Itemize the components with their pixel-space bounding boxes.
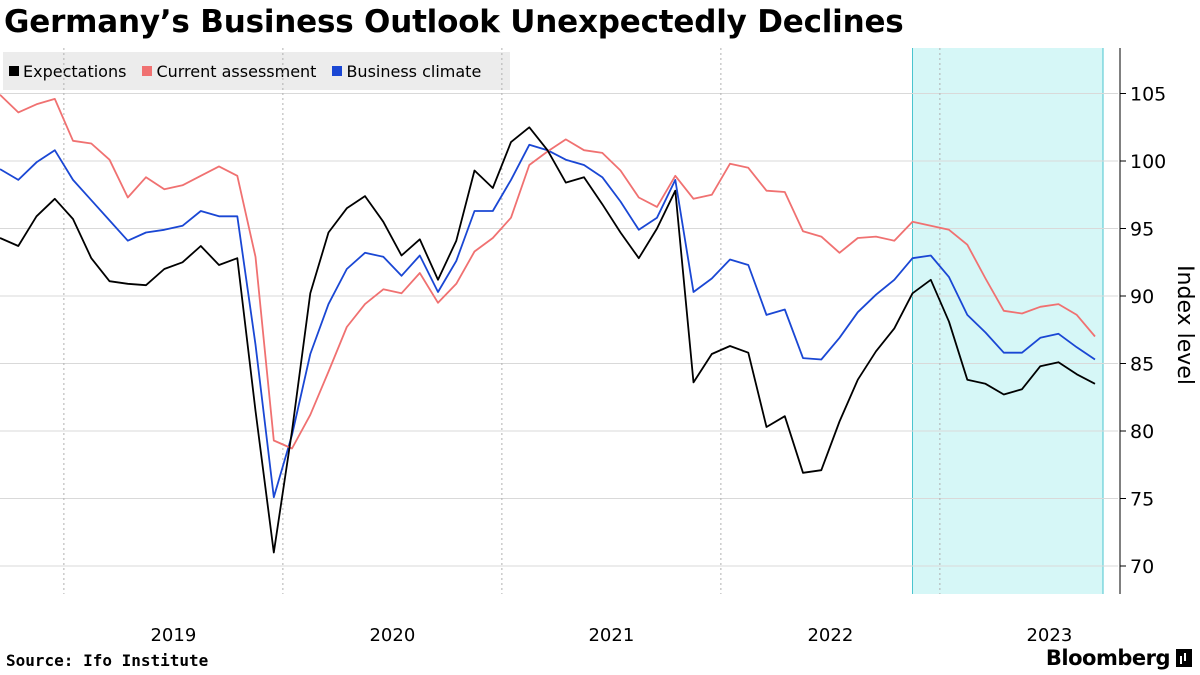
source-note: Source: Ifo Institute (6, 651, 209, 670)
legend-item: Business climate (332, 62, 481, 81)
legend-swatch (332, 66, 343, 76)
y-tick-label: 70 (1130, 556, 1154, 578)
brand-name: Bloomberg (1045, 646, 1171, 670)
y-tick-label: 100 (1130, 151, 1166, 173)
series-line (0, 126, 1096, 554)
y-axis-label: Index level (1172, 265, 1197, 385)
y-tick-label: 80 (1130, 421, 1154, 443)
bloomberg-bar-chart-icon (1176, 649, 1192, 667)
y-tick-label: 90 (1130, 286, 1154, 308)
legend-item: Expectations (9, 62, 126, 81)
highlight-region (912, 48, 1103, 594)
y-tick-label: 105 (1130, 84, 1166, 106)
chart-title: Germany’s Business Outlook Unexpectedly … (4, 4, 904, 40)
legend-item: Current assessment (142, 62, 316, 81)
bloomberg-logo: Bloomberg (1046, 646, 1192, 670)
legend-swatch (142, 66, 153, 76)
legend-label: Business climate (346, 61, 482, 81)
y-tick-label: 95 (1130, 219, 1154, 241)
x-year-label: 2020 (369, 625, 415, 646)
legend-swatch (9, 66, 19, 76)
legend-label: Expectations (23, 61, 127, 81)
x-year-label: 2019 (150, 625, 196, 646)
x-year-label: 2021 (588, 625, 634, 646)
chart-legend: Expectations Current assessment Business c… (3, 52, 510, 90)
x-year-label: 2023 (1026, 625, 1072, 646)
y-tick-label: 85 (1130, 354, 1154, 376)
legend-label: Current assessment (156, 61, 317, 81)
y-tick-label: 75 (1130, 489, 1154, 511)
x-year-label: 2022 (807, 625, 853, 646)
